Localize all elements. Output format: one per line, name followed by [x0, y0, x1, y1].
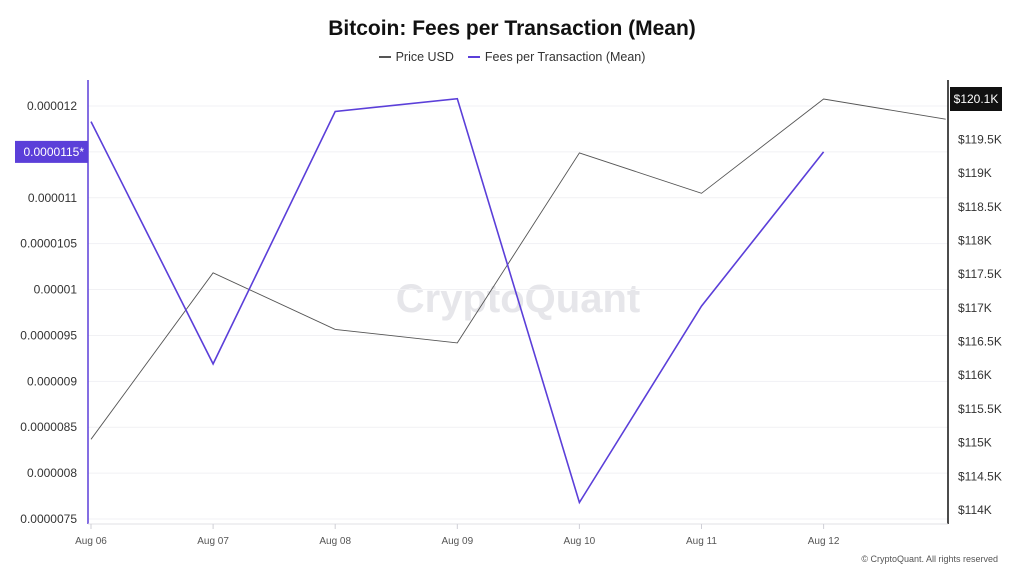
left-axis-tick-label: 0.000012 [27, 99, 77, 113]
legend-label-fees: Fees per Transaction (Mean) [484, 50, 646, 64]
x-axis-tick-label: Aug 12 [808, 536, 840, 547]
copyright-text: © CryptoQuant. All rights reserved [861, 554, 998, 564]
legend-item-price[interactable]: Price USD [378, 50, 454, 64]
right-axis-tick-label: $114.5K [958, 469, 1002, 483]
left-axis-highlight-label: 0.0000115* [23, 145, 84, 159]
left-axis-tick-label: 0.000008 [27, 466, 77, 480]
left-axis-tick-label: 0.0000105 [20, 237, 77, 251]
right-axis-tick-label: $118K [958, 233, 992, 247]
legend-item-fees[interactable]: Fees per Transaction (Mean) [467, 50, 646, 64]
right-axis-highlight-badge [950, 87, 1002, 111]
right-axis-tick-label: $114K [958, 503, 992, 517]
x-axis-tick-label: Aug 10 [564, 536, 596, 547]
right-axis-tick-label: $119K [958, 166, 992, 180]
left-axis-tick-label: 0.0000075 [20, 512, 77, 526]
right-axis-tick-label: $116.5K [958, 335, 1002, 349]
x-axis-tick-label: Aug 11 [686, 536, 717, 547]
left-axis-tick-label: 0.000009 [27, 374, 77, 388]
legend-swatch-price [378, 56, 391, 58]
right-axis-tick-label: $119.5K [958, 132, 1002, 146]
right-axis-tick-label: $118.5K [958, 200, 1002, 214]
series-line-price [90, 98, 946, 440]
x-axis-tick-label: Aug 07 [197, 536, 229, 547]
left-axis-tick-label: 0.00001 [34, 283, 78, 297]
series-line-fees [90, 97, 825, 505]
right-axis-tick-label: $115K [958, 436, 992, 450]
chart-title: Bitcoin: Fees per Transaction (Mean) [328, 17, 696, 40]
left-axis-tick-label: 0.0000095 [20, 328, 77, 342]
right-axis-tick-label: $117.5K [958, 267, 1002, 281]
x-axis-tick-label: Aug 08 [319, 536, 351, 547]
right-axis-tick-label: $116K [958, 368, 992, 382]
left-axis-highlight-badge [15, 140, 88, 163]
right-axis-highlight-label: $120.1K [954, 92, 999, 106]
right-axis-tick-label: $117K [958, 301, 992, 315]
legend-label-price: Price USD [395, 50, 454, 64]
legend-swatch-fees [467, 56, 480, 58]
x-axis-tick-label: Aug 09 [441, 536, 473, 547]
x-axis-tick-label: Aug 06 [75, 536, 107, 547]
left-axis-tick-label: 0.000011 [28, 191, 77, 205]
right-axis-tick-label: $115.5K [958, 402, 1002, 416]
chart-legend: Price USD Fees per Transaction (Mean) [0, 50, 1024, 64]
left-axis-tick-label: 0.0000085 [20, 420, 77, 434]
